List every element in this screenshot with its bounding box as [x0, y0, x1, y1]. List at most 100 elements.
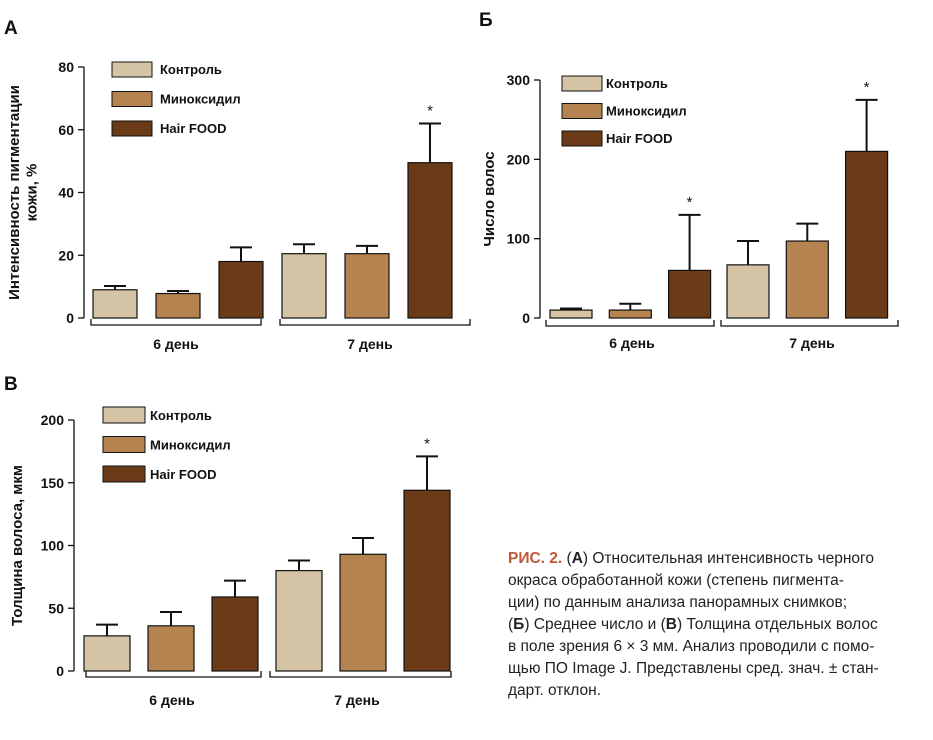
- bar-1: [726, 264, 770, 319]
- legend-label: Hair FOOD: [150, 467, 216, 482]
- legend-label: Контроль: [606, 76, 668, 91]
- y-tick-label: 300: [507, 72, 531, 88]
- y-tick-label: 60: [58, 122, 74, 138]
- legend: Контроль Миноксидил Hair FOOD: [111, 61, 241, 137]
- legend-swatch: [111, 61, 153, 78]
- y-tick-label: 20: [58, 247, 74, 263]
- group-bracket: [279, 319, 471, 326]
- chart-panel-1: А 0 20 40 60 80 Интенсивность пигментациикожи,…: [4, 18, 471, 352]
- legend-label: Hair FOOD: [606, 131, 672, 146]
- caption-panel-ref: В: [665, 616, 677, 633]
- significance-star: *: [424, 435, 430, 452]
- group-label: 6 день: [609, 335, 655, 351]
- group-bracket: [269, 671, 452, 678]
- significance-star: *: [864, 79, 870, 96]
- caption-text: ции) по данным анализа панорамных снимко…: [508, 594, 847, 611]
- legend-label: Контроль: [160, 62, 222, 77]
- y-tick-label: 100: [41, 538, 65, 554]
- legend-swatch: [561, 75, 603, 92]
- caption-line: окраса обработанной кожи (степень пигмен…: [508, 570, 918, 592]
- legend-swatch: [111, 120, 153, 137]
- caption-line: РИС. 2. (А) Относительная интенсивность …: [508, 548, 918, 570]
- y-tick-label: 200: [41, 412, 65, 428]
- legend-label: Миноксидил: [150, 438, 231, 453]
- y-axis-label: Интенсивность пигментациикожи, %: [6, 85, 40, 300]
- legend: Контроль Миноксидил Hair FOOD: [561, 75, 687, 147]
- panel-letter: В: [4, 374, 18, 395]
- caption-text: окраса обработанной кожи (степень пигмен…: [508, 572, 844, 589]
- chart-panel-2: Б 0 100 200 300 Число волос * * 6 день 7 день Конт…: [479, 10, 899, 351]
- group-bracket: [85, 671, 262, 678]
- caption-text: (: [508, 616, 514, 633]
- y-tick-label: 50: [48, 600, 64, 616]
- y-axis-label-line: кожи, %: [23, 164, 40, 222]
- legend-label: Hair FOOD: [160, 121, 226, 136]
- y-tick-label: 40: [58, 185, 74, 201]
- bar-1: [275, 569, 323, 672]
- caption-line: в поле зрения 6 × 3 мм. Анализ проводили…: [508, 636, 918, 658]
- legend-swatch: [111, 91, 153, 107]
- y-tick-label: 150: [41, 475, 65, 491]
- bar-3: [667, 269, 712, 319]
- caption-line: щью ПО Image J. Представлены сред. знач.…: [508, 658, 918, 680]
- figure-caption: РИС. 2. (А) Относительная интенсивность …: [508, 548, 918, 702]
- bar-3: [844, 150, 889, 319]
- legend-swatch: [102, 436, 146, 453]
- group-label: 7 день: [789, 335, 835, 351]
- panel-letter: Б: [479, 10, 493, 31]
- bar-2: [155, 292, 201, 319]
- bar-3: [211, 596, 259, 672]
- caption-text: ) Относительная интенсивность черного: [582, 550, 874, 567]
- legend-swatch: [102, 406, 146, 424]
- y-tick-label: 100: [507, 231, 531, 247]
- y-tick-label: 0: [66, 310, 74, 326]
- caption-text: щью ПО Image J. Представлены сред. знач.…: [508, 660, 879, 677]
- y-tick-label: 0: [56, 663, 64, 679]
- bar-2: [608, 309, 652, 319]
- bar-1: [549, 309, 593, 319]
- caption-text: ) Среднее число и (: [524, 616, 666, 633]
- group-label: 7 день: [334, 692, 380, 708]
- caption-line: (Б) Среднее число и (В) Толщина отдельны…: [508, 614, 918, 636]
- bar-3: [218, 260, 264, 319]
- group-bracket: [545, 320, 715, 327]
- legend-label: Контроль: [150, 408, 212, 423]
- group-bracket: [720, 320, 899, 327]
- caption-heading: РИС. 2.: [508, 550, 563, 567]
- caption-panel-ref: А: [571, 550, 583, 567]
- legend: Контроль Миноксидил Hair FOOD: [102, 406, 231, 483]
- y-axis-label-line: Интенсивность пигментации: [6, 85, 23, 300]
- bar-2: [147, 625, 195, 672]
- bar-2: [344, 253, 390, 319]
- y-tick-label: 0: [522, 310, 530, 326]
- significance-star: *: [427, 102, 433, 119]
- bar-1: [281, 253, 327, 319]
- legend-swatch: [102, 465, 146, 483]
- y-tick-label: 200: [507, 151, 531, 167]
- caption-text: (: [562, 550, 572, 567]
- bar-3: [403, 489, 451, 672]
- y-tick-label: 80: [58, 59, 74, 75]
- legend-label: Миноксидил: [160, 92, 241, 107]
- y-axis-label: Число волос: [481, 151, 498, 246]
- y-axis-label: Толщина волоса, мкм: [9, 465, 26, 626]
- legend-swatch: [561, 103, 603, 119]
- group-bracket: [90, 319, 262, 326]
- caption-text: ) Толщина отдельных волос: [676, 616, 878, 633]
- bar-3: [407, 162, 453, 319]
- caption-text: дарт. отклон.: [508, 682, 601, 699]
- bar-2: [785, 240, 829, 319]
- panel-letter: А: [4, 18, 18, 39]
- bar-2: [339, 553, 387, 672]
- group-label: 6 день: [149, 692, 195, 708]
- caption-line: ции) по данным анализа панорамных снимко…: [508, 592, 918, 614]
- legend-label: Миноксидил: [606, 104, 687, 119]
- caption-text: в поле зрения 6 × 3 мм. Анализ проводили…: [508, 638, 875, 655]
- legend-swatch: [561, 130, 603, 147]
- chart-panel-3: В 0 50 100 150 200 Толщина волоса, мкм * 6 день 7…: [4, 374, 452, 708]
- bar-1: [83, 635, 131, 672]
- caption-panel-ref: Б: [513, 616, 525, 633]
- bar-1: [92, 289, 138, 319]
- group-label: 6 день: [153, 336, 199, 352]
